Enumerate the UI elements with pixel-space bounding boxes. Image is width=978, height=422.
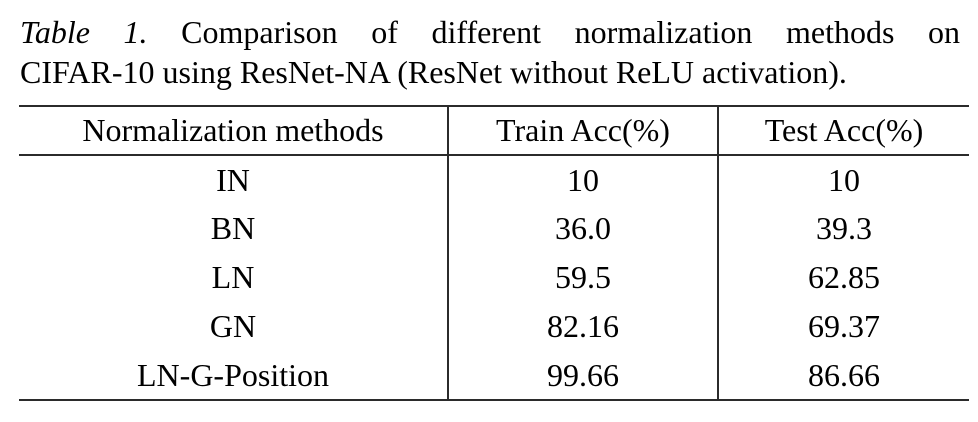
- cell-train-acc: 36.0: [447, 204, 718, 253]
- cell-method: BN: [210, 210, 256, 246]
- cell-method: GN: [209, 308, 257, 344]
- cell-train-acc: 59.5: [447, 253, 718, 302]
- table-row: LN 59.5 62.85: [19, 253, 969, 302]
- table-row: LN-G-Position 99.66 86.66: [19, 351, 969, 400]
- column-header-test-acc: Test Acc(%): [717, 106, 969, 156]
- table-caption-text-line2: CIFAR-10 using ResNet-NA (ResNet without…: [20, 54, 847, 90]
- cell-train-acc: 82.16: [447, 302, 718, 351]
- cell-method: LN: [211, 259, 255, 295]
- cell-test-acc: 69.37: [717, 302, 969, 351]
- cell-train-acc: 10: [447, 155, 718, 204]
- header-row: Normalization methods Train Acc(%) Test …: [19, 106, 969, 156]
- table-caption-text-line1: Comparison of different normalization me…: [181, 14, 961, 50]
- column-header-train-acc: Train Acc(%): [447, 106, 718, 156]
- table-row: IN 10 10: [19, 155, 969, 204]
- table-row: BN 36.0 39.3: [19, 204, 969, 253]
- cell-test-acc: 39.3: [717, 204, 969, 253]
- results-table: Normalization methods Train Acc(%) Test …: [19, 105, 969, 401]
- cell-test-acc: 62.85: [717, 253, 969, 302]
- caption-line-1: Table 1. Comparison of different normali…: [20, 12, 960, 52]
- cell-test-acc: 86.66: [717, 351, 969, 400]
- cell-method: LN-G-Position: [137, 356, 329, 393]
- column-header-normalization-methods: Normalization methods: [19, 106, 448, 156]
- table-caption-label: Table 1.: [20, 14, 148, 50]
- table-row: GN 82.16 69.37: [19, 302, 969, 351]
- table-caption: Table 1. Comparison of different normali…: [20, 12, 960, 92]
- cell-train-acc: 99.66: [447, 351, 718, 400]
- cell-method: IN: [216, 161, 250, 198]
- cell-test-acc: 10: [717, 155, 969, 204]
